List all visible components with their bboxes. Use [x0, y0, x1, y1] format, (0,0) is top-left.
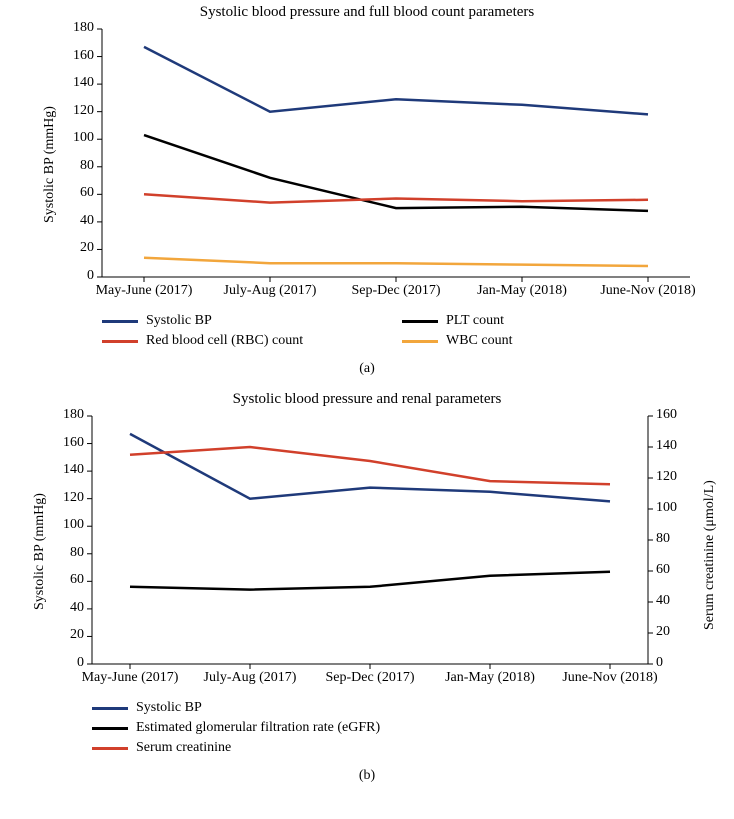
chart-a-legend-item-rbc: Red blood cell (RBC) count [102, 333, 402, 349]
chart-a-ytick-label: 140 [24, 75, 94, 91]
chart-a-ytick-label: 40 [24, 213, 94, 229]
chart-b-ytick-right-label: 160 [656, 407, 677, 423]
chart-b-xtick-label: May-June (2017) [65, 670, 195, 686]
chart-b-ytick-label: 140 [14, 462, 84, 478]
chart-b-plot: 0 20 40 60 80 100 120 140 160 180 0 20 40 60 80 100 120 1… [14, 410, 720, 692]
legend-swatch-icon [402, 340, 438, 343]
chart-b-legend-row: Systolic BP [92, 698, 720, 718]
chart-b-ytick-right-label: 100 [656, 500, 677, 516]
legend-swatch-icon [92, 707, 128, 710]
chart-a-series-rbc [144, 194, 648, 202]
chart-b-ytick-right-label: 80 [656, 531, 670, 547]
chart-a-ytick-label: 20 [24, 240, 94, 256]
chart-a: Systolic blood pressure and full blood c… [24, 4, 710, 377]
chart-b-ytick-right-label: 40 [656, 593, 670, 609]
chart-a-legend-item-wbc: WBC count [402, 333, 642, 349]
chart-b-ytick-label: 100 [14, 517, 84, 533]
chart-a-xtick-label: June-Nov (2018) [583, 283, 713, 299]
chart-b-ytick-label: 60 [14, 572, 84, 588]
chart-b-sublabel: (b) [14, 768, 720, 784]
chart-b-ytick-label: 20 [14, 627, 84, 643]
chart-b-ytick-label: 80 [14, 545, 84, 561]
chart-b-ytick-label: 40 [14, 600, 84, 616]
chart-a-legend-row: Systolic BP PLT count [102, 311, 710, 331]
chart-b-ytick-right-label: 120 [656, 469, 677, 485]
chart-b-xtick-label: Sep-Dec (2017) [305, 670, 435, 686]
chart-b-ylabel-right: Serum creatinine (μmol/L) [702, 612, 718, 630]
legend-swatch-icon [92, 727, 128, 730]
chart-a-title: Systolic blood pressure and full blood c… [24, 4, 710, 21]
chart-b-ytick-right-label: 0 [656, 655, 663, 671]
legend-swatch-icon [402, 320, 438, 323]
chart-a-ytick-label: 160 [24, 48, 94, 64]
chart-a-series-plt [144, 135, 648, 211]
chart-a-sublabel: (a) [24, 361, 710, 377]
chart-a-legend-item-systolic: Systolic BP [102, 313, 402, 329]
chart-b: Systolic blood pressure and renal parame… [14, 391, 720, 784]
chart-a-series-wbc [144, 258, 648, 266]
chart-b-ytick-label: 120 [14, 490, 84, 506]
chart-a-legend: Systolic BP PLT count Red blood cell (RBC)… [24, 311, 710, 351]
legend-swatch-icon [92, 747, 128, 750]
legend-swatch-icon [102, 340, 138, 343]
chart-a-ylabel: Systolic BP (mmHg) [42, 106, 58, 223]
chart-a-xtick-label: July-Aug (2017) [205, 283, 335, 299]
chart-a-plot: 020406080100120140160180May-June (2017)J… [24, 23, 710, 305]
chart-a-legend-item-plt: PLT count [402, 313, 642, 329]
chart-b-ytick-label: 180 [14, 407, 84, 423]
legend-swatch-icon [102, 320, 138, 323]
chart-a-xtick-label: Jan-May (2018) [457, 283, 587, 299]
chart-b-series-systolic [130, 434, 610, 502]
chart-b-ytick-label: 0 [14, 655, 84, 671]
chart-b-legend-item-creatinine: Serum creatinine [92, 740, 612, 756]
chart-b-series-egfr [130, 572, 610, 590]
chart-b-ylabel: Systolic BP (mmHg) [32, 493, 48, 610]
chart-b-legend-row: Estimated glomerular filtration rate (eG… [92, 718, 720, 738]
chart-a-legend-label: Systolic BP [146, 313, 212, 329]
chart-a-legend-label: WBC count [446, 333, 513, 349]
chart-b-ytick-right-label: 20 [656, 624, 670, 640]
chart-b-title: Systolic blood pressure and renal parame… [14, 391, 720, 408]
chart-a-ytick-label: 120 [24, 103, 94, 119]
chart-b-legend-label: Systolic BP [136, 700, 202, 716]
chart-a-ytick-label: 60 [24, 185, 94, 201]
chart-a-xtick-label: Sep-Dec (2017) [331, 283, 461, 299]
chart-a-ytick-label: 180 [24, 20, 94, 36]
chart-b-legend: Systolic BP Estimated glomerular filtrati… [14, 698, 720, 758]
chart-b-xtick-label: June-Nov (2018) [545, 670, 675, 686]
chart-a-xtick-label: May-June (2017) [79, 283, 209, 299]
chart-b-legend-label: Estimated glomerular filtration rate (eG… [136, 720, 380, 736]
chart-b-svg [14, 410, 720, 692]
chart-a-legend-label: PLT count [446, 313, 504, 329]
chart-b-ytick-label: 160 [14, 435, 84, 451]
chart-a-legend-row: Red blood cell (RBC) count WBC count [102, 331, 710, 351]
chart-a-svg [24, 23, 710, 305]
chart-b-ytick-right-label: 140 [656, 438, 677, 454]
chart-b-xtick-label: Jan-May (2018) [425, 670, 555, 686]
chart-b-legend-item-egfr: Estimated glomerular filtration rate (eG… [92, 720, 612, 736]
chart-b-legend-row: Serum creatinine [92, 738, 720, 758]
chart-b-legend-item-systolic: Systolic BP [92, 700, 612, 716]
chart-a-ytick-label: 100 [24, 130, 94, 146]
page: Systolic blood pressure and full blood c… [0, 0, 734, 808]
chart-b-ytick-right-label: 60 [656, 562, 670, 578]
chart-b-xtick-label: July-Aug (2017) [185, 670, 315, 686]
chart-a-ytick-label: 80 [24, 158, 94, 174]
chart-a-legend-label: Red blood cell (RBC) count [146, 333, 303, 349]
chart-a-ytick-label: 0 [24, 268, 94, 284]
chart-a-series-systolic [144, 47, 648, 115]
chart-b-legend-label: Serum creatinine [136, 740, 231, 756]
chart-b-series-creatinine [130, 447, 610, 484]
